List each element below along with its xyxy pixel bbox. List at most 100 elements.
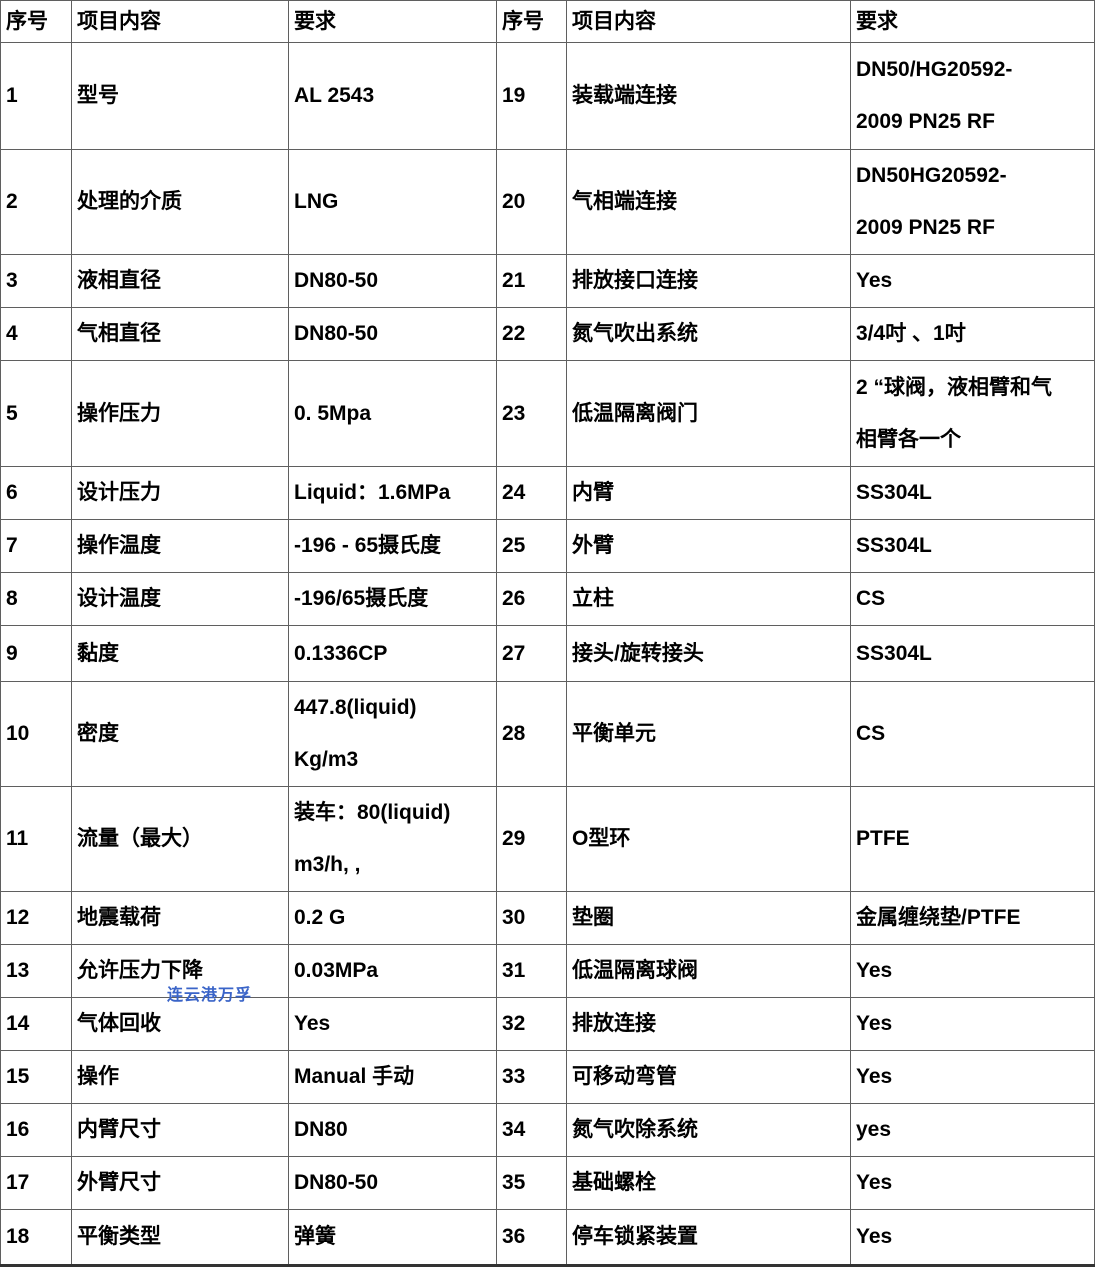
item-cell: 液相直径 (71, 254, 289, 308)
seq-cell: 1 (0, 42, 72, 150)
req-cell: DN80-50 (288, 254, 497, 308)
item-cell: 装载端连接 (566, 42, 851, 150)
seq-cell: 29 (496, 786, 567, 892)
item-cell: 低温隔离阀门 (566, 360, 851, 467)
item-cell: 外臂尺寸 (71, 1156, 289, 1210)
seq-cell: 30 (496, 891, 567, 945)
table-row: 1 型号 AL 2543 19 装载端连接 DN50/HG20592- 2009… (0, 42, 1095, 150)
req-cell: DN80 (288, 1103, 497, 1157)
item-cell: 低温隔离球阀 (566, 944, 851, 998)
seq-cell: 19 (496, 42, 567, 150)
seq-cell: 9 (0, 625, 72, 682)
table-row: 7 操作温度 -196 - 65摄氏度 25 外臂 SS304L (0, 519, 1095, 573)
seq-cell: 10 (0, 681, 72, 787)
req-cell: 0.2 G (288, 891, 497, 945)
seq-cell: 2 (0, 149, 72, 255)
seq-cell: 25 (496, 519, 567, 573)
table-row: 11 流量（最大） 装车：80(liquid) m3/h, , 29 O型环 P… (0, 786, 1095, 892)
table-row: 9 黏度 0.1336CP 27 接头/旋转接头 SS304L (0, 625, 1095, 682)
seq-cell: 18 (0, 1209, 72, 1267)
req-cell: 2 “球阀，液相臂和气 相臂各一个 (850, 360, 1095, 467)
header-row: 序号 项目内容 要求 序号 项目内容 要求 (0, 0, 1095, 43)
seq-cell: 32 (496, 997, 567, 1051)
item-cell: 内臂 (566, 466, 851, 520)
item-cell: 操作压力 (71, 360, 289, 467)
req-cell: Yes (850, 1209, 1095, 1267)
req-cell: yes (850, 1103, 1095, 1157)
seq-cell: 35 (496, 1156, 567, 1210)
column-header-item-right: 项目内容 (566, 0, 851, 43)
item-cell: 排放连接 (566, 997, 851, 1051)
req-cell: 0.1336CP (288, 625, 497, 682)
req-cell: AL 2543 (288, 42, 497, 150)
seq-cell: 33 (496, 1050, 567, 1104)
req-cell: LNG (288, 149, 497, 255)
item-cell: 型号 (71, 42, 289, 150)
table-row: 10 密度 447.8(liquid) Kg/m3 28 平衡单元 CS (0, 681, 1095, 787)
column-header-req-right: 要求 (850, 0, 1095, 43)
item-cell: 气相端连接 (566, 149, 851, 255)
seq-cell: 26 (496, 572, 567, 626)
req-cell: SS304L (850, 466, 1095, 520)
seq-cell: 5 (0, 360, 72, 467)
item-cell: 允许压力下降 (71, 944, 289, 998)
table-row: 15 操作 Manual 手动 33 可移动弯管 Yes (0, 1050, 1095, 1104)
item-cell: 气体回收 (71, 997, 289, 1051)
req-cell: Yes (850, 944, 1095, 998)
req-cell: SS304L (850, 625, 1095, 682)
item-cell: O型环 (566, 786, 851, 892)
seq-cell: 6 (0, 466, 72, 520)
item-cell: 停车锁紧装置 (566, 1209, 851, 1267)
item-cell: 密度 (71, 681, 289, 787)
watermark-text: 连云港万孚 (167, 987, 253, 1004)
column-header-seq-right: 序号 (496, 0, 567, 43)
item-cell: 外臂 (566, 519, 851, 573)
item-cell: 气相直径 (71, 307, 289, 361)
req-cell: Manual 手动 (288, 1050, 497, 1104)
req-cell: CS (850, 681, 1095, 787)
table-row: 6 设计压力 Liquid：1.6MPa 24 内臂 SS304L (0, 466, 1095, 520)
seq-cell: 21 (496, 254, 567, 308)
table-row: 8 设计温度 -196/65摄氏度 26 立柱 CS (0, 572, 1095, 626)
seq-cell: 3 (0, 254, 72, 308)
table-row: 14 气体回收 Yes 32 排放连接 Yes (0, 997, 1095, 1051)
req-cell: Yes (850, 997, 1095, 1051)
item-cell: 立柱 (566, 572, 851, 626)
req-cell: 弹簧 (288, 1209, 497, 1267)
seq-cell: 31 (496, 944, 567, 998)
req-cell: 0.03MPa (288, 944, 497, 998)
table-row: 2 处理的介质 LNG 20 气相端连接 DN50HG20592- 2009 P… (0, 149, 1095, 255)
item-cell: 黏度 (71, 625, 289, 682)
seq-cell: 22 (496, 307, 567, 361)
req-cell: 金属缠绕垫/PTFE (850, 891, 1095, 945)
seq-cell: 20 (496, 149, 567, 255)
item-cell: 操作温度 (71, 519, 289, 573)
req-cell: Liquid：1.6MPa (288, 466, 497, 520)
table-row: 18 平衡类型 弹簧 36 停车锁紧装置 Yes (0, 1209, 1095, 1267)
item-cell: 垫圈 (566, 891, 851, 945)
item-cell: 排放接口连接 (566, 254, 851, 308)
item-cell: 氮气吹除系统 (566, 1103, 851, 1157)
item-cell: 平衡单元 (566, 681, 851, 787)
req-cell: -196 - 65摄氏度 (288, 519, 497, 573)
seq-cell: 34 (496, 1103, 567, 1157)
item-cell: 处理的介质 (71, 149, 289, 255)
req-cell: Yes (850, 254, 1095, 308)
table-row: 13 允许压力下降 0.03MPa 31 低温隔离球阀 Yes (0, 944, 1095, 998)
req-cell: 3/4吋 、1吋 (850, 307, 1095, 361)
item-cell: 设计温度 (71, 572, 289, 626)
req-cell: CS (850, 572, 1095, 626)
req-cell: 0. 5Mpa (288, 360, 497, 467)
req-cell: SS304L (850, 519, 1095, 573)
seq-cell: 28 (496, 681, 567, 787)
table-row: 3 液相直径 DN80-50 21 排放接口连接 Yes (0, 254, 1095, 308)
item-cell: 接头/旋转接头 (566, 625, 851, 682)
seq-cell: 4 (0, 307, 72, 361)
item-cell: 流量（最大） (71, 786, 289, 892)
seq-cell: 27 (496, 625, 567, 682)
item-cell: 平衡类型 (71, 1209, 289, 1267)
seq-cell: 16 (0, 1103, 72, 1157)
table-row: 16 内臂尺寸 DN80 34 氮气吹除系统 yes (0, 1103, 1095, 1157)
item-cell: 内臂尺寸 (71, 1103, 289, 1157)
